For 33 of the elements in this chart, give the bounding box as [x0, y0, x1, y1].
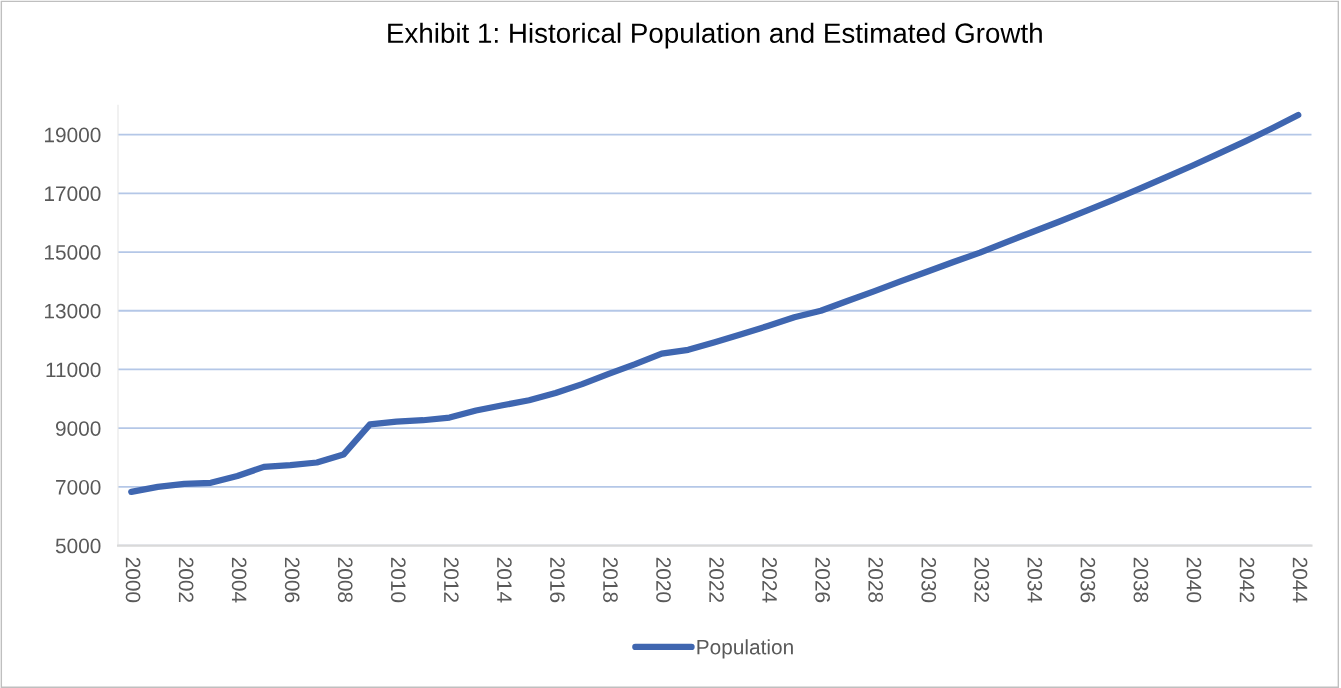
y-tick-label: 11000: [46, 362, 101, 378]
x-tick-label: 2004: [231, 557, 247, 603]
x-tick-label: 2040: [1186, 557, 1202, 603]
x-tick-label: 2030: [921, 557, 937, 603]
x-tick-label: 2038: [1133, 557, 1149, 603]
y-tick-label: 7000: [56, 479, 101, 495]
x-tick-label: 2016: [550, 557, 565, 603]
x-tick-label: 2002: [178, 557, 194, 602]
y-tick-label: 9000: [55, 421, 101, 436]
y-tick-label: 19000: [45, 127, 101, 143]
x-tick-label: 2034: [1027, 557, 1043, 603]
x-tick-label: 2032: [974, 557, 990, 602]
x-tick-label: 2000: [125, 557, 141, 603]
x-tick-label: 2018: [603, 557, 618, 603]
x-tick-label: 2006: [284, 557, 300, 603]
x-tick-label: 2022: [709, 557, 724, 602]
x-tick-label: 2020: [656, 557, 671, 603]
x-tick-label: 2008: [337, 557, 353, 603]
x-tick-label: 2028: [868, 557, 884, 603]
y-tick-label: 13000: [45, 303, 101, 319]
y-tick-label: 15000: [45, 245, 101, 260]
x-tick-label: 2044: [1292, 557, 1308, 603]
x-tick-label: 2024: [762, 557, 777, 603]
x-tick-label: 2036: [1080, 557, 1096, 603]
x-tick-label: 2042: [1239, 557, 1255, 602]
y-tick-label: 5000: [55, 538, 101, 554]
x-tick-label: 2014: [496, 557, 512, 603]
legend-label: Population: [697, 639, 793, 659]
y-tick-label: 17000: [45, 186, 101, 202]
x-tick-label: 2026: [815, 557, 830, 603]
x-tick-label: 2012: [443, 557, 459, 602]
chart-title: Exhibit 1: Historical Population and Estimated Growth: [388, 22, 1042, 49]
x-tick-label: 2010: [390, 557, 406, 603]
